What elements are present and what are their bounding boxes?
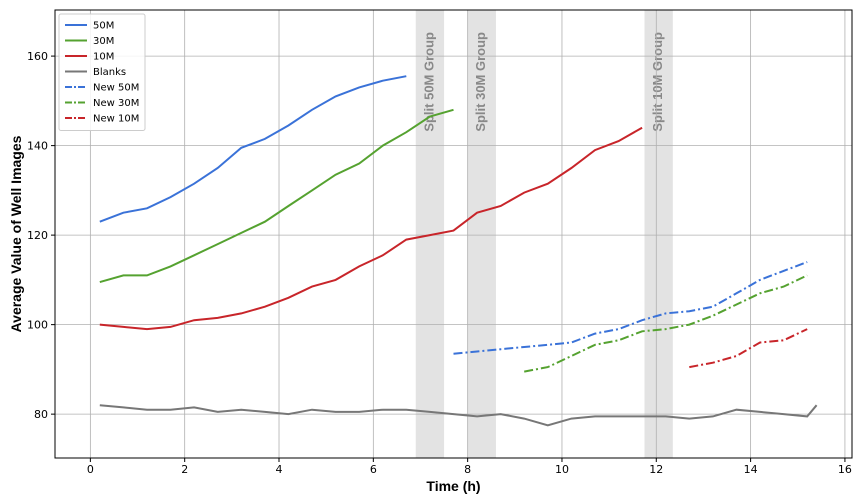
legend-label: 50M xyxy=(93,21,114,32)
legend-label: 10M xyxy=(93,52,114,63)
legend-label: Blanks xyxy=(93,67,126,78)
legend-label: New 30M xyxy=(93,98,139,109)
x-tick-label: 10 xyxy=(555,463,569,476)
legend: 50M 30M 10M Blanks New 50M New 30M New 10M xyxy=(58,13,146,131)
y-tick-label: 80 xyxy=(34,408,48,421)
split-span xyxy=(644,10,673,458)
x-tick-label: 16 xyxy=(838,463,852,476)
span-label: Split 30M Group xyxy=(473,32,488,132)
plot-frame xyxy=(54,9,853,459)
series-line xyxy=(453,261,808,355)
y-axis-title: Average Value of Well Images xyxy=(8,135,24,332)
y-tick-label: 100 xyxy=(27,319,48,332)
span-label: Split 50M Group xyxy=(421,32,436,132)
series-line xyxy=(99,108,454,284)
legend-label: New 10M xyxy=(93,114,139,125)
x-tick-label: 0 xyxy=(87,463,94,476)
x-tick-label: 14 xyxy=(744,463,758,476)
series-line xyxy=(99,126,643,331)
y-tick-label: 160 xyxy=(27,50,48,63)
legend-box xyxy=(58,13,146,131)
x-tick-label: 4 xyxy=(276,463,283,476)
legend-label: New 50M xyxy=(93,83,139,94)
series-line xyxy=(524,274,808,373)
x-tick-label: 6 xyxy=(370,463,377,476)
x-tick-label: 8 xyxy=(464,463,471,476)
x-tick-label: 12 xyxy=(649,463,663,476)
span-label: Split 10M Group xyxy=(650,32,665,132)
x-tick-label: 2 xyxy=(181,463,188,476)
series-line xyxy=(99,75,407,223)
series-line xyxy=(689,328,808,369)
x-axis-title: Time (h) xyxy=(426,478,480,494)
series-line xyxy=(99,404,818,427)
y-tick-label: 120 xyxy=(27,229,48,242)
y-tick-label: 140 xyxy=(27,140,48,153)
legend-label: 30M xyxy=(93,36,114,47)
split-span xyxy=(467,10,496,458)
